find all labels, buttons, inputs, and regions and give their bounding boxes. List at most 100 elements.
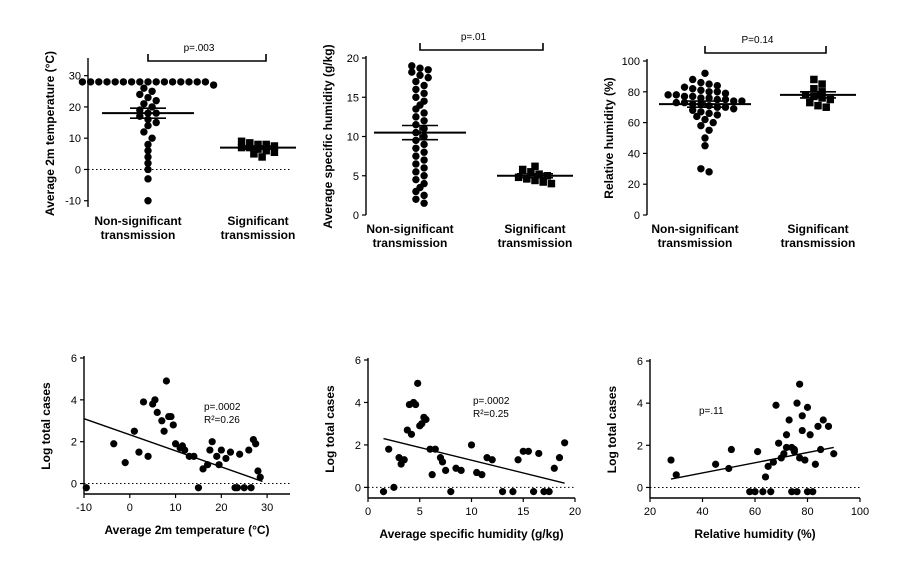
data-point-square: [810, 84, 818, 93]
x-tick-label: 10: [169, 502, 181, 514]
data-point: [727, 445, 735, 454]
data-point: [103, 78, 111, 86]
y-axis-label: Log total cases: [39, 382, 53, 470]
y-tick-label: 0: [637, 482, 643, 494]
data-point: [412, 195, 420, 203]
y-tick-label: 20: [628, 179, 640, 191]
data-point: [697, 165, 705, 173]
y-tick-label: 0: [355, 482, 361, 494]
data-point: [775, 439, 783, 447]
data-point: [420, 199, 428, 207]
data-point: [701, 115, 709, 124]
data-point: [457, 466, 465, 474]
data-point: [144, 197, 152, 205]
data-point: [705, 109, 713, 118]
x-axis-label: Average specific humidity (g/kg): [379, 527, 563, 541]
data-point-square: [539, 178, 547, 186]
data-point: [746, 488, 754, 496]
data-point: [467, 441, 476, 449]
data-point: [86, 78, 95, 86]
data-point: [420, 81, 428, 90]
x-tick-label: 0: [365, 506, 371, 518]
data-point: [148, 87, 156, 95]
data-point-square: [810, 75, 818, 84]
data-point: [144, 175, 152, 183]
data-point: [705, 80, 713, 88]
data-point: [545, 488, 553, 496]
category-label: Non-significant: [651, 222, 738, 236]
data-point: [420, 164, 428, 172]
data-point: [206, 446, 214, 454]
x-tick-label: 60: [749, 506, 761, 518]
data-point: [488, 456, 496, 464]
data-point: [226, 448, 235, 456]
data-point: [672, 471, 680, 479]
data-point: [809, 488, 817, 496]
data-point-square: [237, 137, 246, 146]
data-point: [689, 106, 697, 114]
data-point: [769, 458, 777, 466]
data-point: [414, 379, 422, 387]
y-tick-label: 30: [69, 71, 81, 83]
data-point: [144, 93, 152, 102]
data-point: [144, 121, 152, 130]
data-point: [160, 78, 169, 86]
data-point: [412, 93, 420, 101]
data-point: [697, 94, 705, 102]
regression-line: [83, 418, 263, 483]
data-point: [144, 153, 152, 161]
data-point-square: [262, 146, 270, 155]
category-label: Non-significant: [366, 222, 453, 236]
y-tick-label: 80: [628, 87, 640, 99]
y-tick-label: 15: [347, 92, 359, 104]
data-point: [254, 467, 262, 475]
significance-bracket: [419, 43, 544, 51]
data-point: [144, 159, 152, 167]
category-label: Non-significant: [94, 214, 181, 228]
y-tick-label: 0: [353, 210, 359, 222]
y-tick-label: 20: [69, 102, 81, 114]
data-point: [767, 488, 775, 496]
data-point: [806, 431, 814, 439]
y-tick-label: 0: [634, 210, 640, 222]
data-point: [151, 396, 159, 404]
data-point: [136, 78, 144, 86]
data-point: [790, 448, 798, 456]
y-tick-label: 2: [71, 437, 77, 449]
significance-bracket: [704, 46, 827, 54]
data-point: [561, 439, 569, 447]
data-point: [222, 454, 230, 463]
data-point: [782, 443, 791, 452]
data-point: [680, 92, 689, 101]
data-point: [152, 96, 160, 105]
data-point: [233, 484, 241, 492]
data-point: [442, 466, 450, 474]
data-point: [819, 416, 827, 424]
data-point: [140, 128, 148, 136]
data-point: [412, 144, 420, 152]
data-point: [793, 488, 801, 496]
y-tick-label: 100: [622, 56, 640, 68]
y-tick-label: 4: [637, 398, 643, 410]
data-point: [664, 91, 672, 99]
data-point: [181, 446, 189, 454]
y-tick-label: 2: [355, 440, 361, 452]
data-point: [705, 168, 713, 176]
data-point: [201, 78, 210, 86]
data-point: [498, 488, 507, 496]
p-value-annotation: P=0.14: [742, 35, 774, 46]
data-point: [144, 452, 152, 460]
data-point: [713, 95, 721, 104]
data-point: [400, 456, 408, 464]
x-tick-label: 15: [517, 506, 529, 518]
x-tick-label: 20: [215, 502, 227, 514]
data-point: [420, 132, 428, 141]
data-point-square: [531, 162, 539, 171]
data-point: [824, 422, 833, 430]
data-point: [167, 412, 175, 421]
data-point: [798, 412, 806, 420]
p-value-annotation: p=.0002: [473, 396, 510, 407]
data-point: [144, 165, 152, 174]
data-point: [780, 450, 788, 458]
data-point: [252, 440, 260, 448]
